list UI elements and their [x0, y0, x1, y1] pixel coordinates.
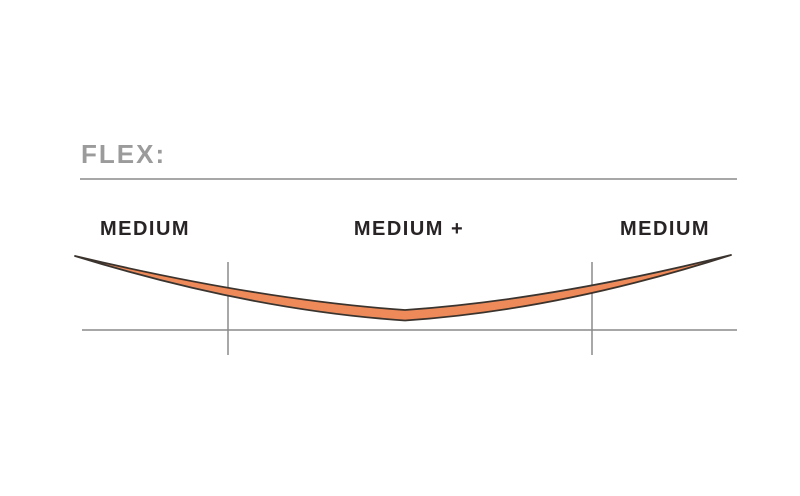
- flex-curve-outline: [74, 254, 732, 322]
- flex-zone-label-center: MEDIUM +: [353, 218, 465, 240]
- flex-zone-label-tip: MEDIUM: [99, 218, 191, 240]
- flex-curve-band: [75, 255, 731, 321]
- flex-section-title: FLEX:: [81, 139, 167, 169]
- flex-zone-label-tail: MEDIUM: [619, 218, 711, 240]
- header-divider-line: [80, 178, 737, 180]
